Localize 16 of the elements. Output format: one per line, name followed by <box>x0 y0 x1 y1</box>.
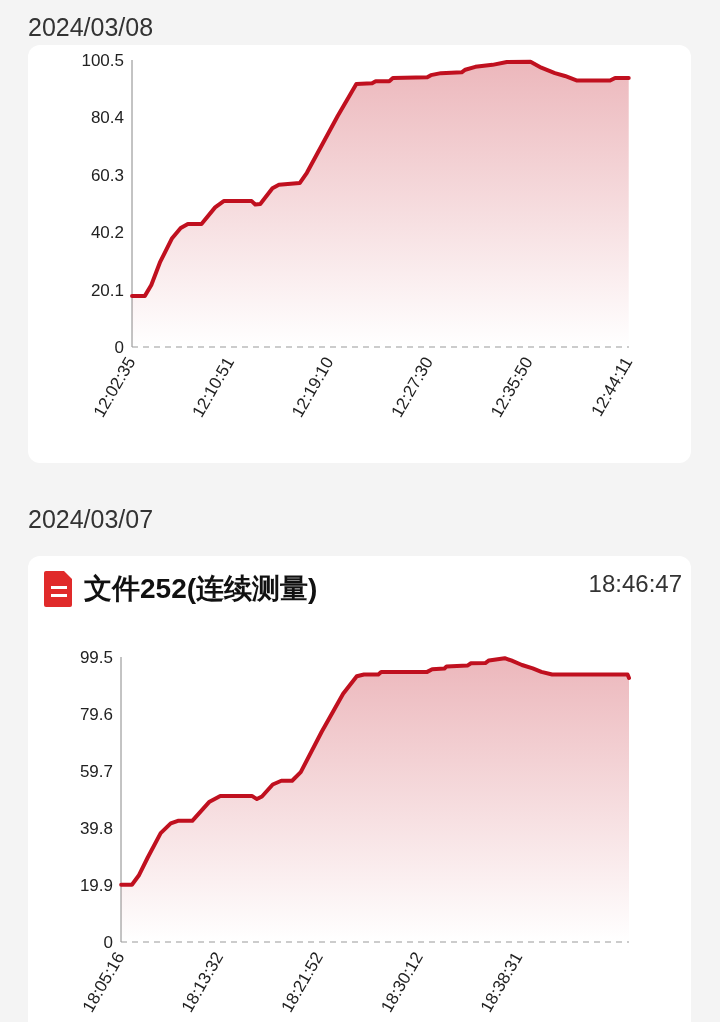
annotation: 18:46:47 <box>588 570 682 597</box>
ytick: 40.2 <box>90 223 124 243</box>
ytick: 19.9 <box>79 876 113 895</box>
ytick: 80.4 <box>90 108 124 128</box>
subtitle: 文件252(连续测量) <box>84 573 318 604</box>
ytick: 59.7 <box>79 762 113 781</box>
ytick: 0 <box>114 338 124 357</box>
title: 2024/03/08 <box>28 13 154 41</box>
ytick: 79.6 <box>79 705 113 724</box>
title: 2024/03/07 <box>28 505 154 533</box>
ytick: 39.8 <box>79 819 113 838</box>
ytick: 99.5 <box>79 648 113 667</box>
ytick: 60.3 <box>90 165 124 185</box>
ytick: 20.1 <box>90 280 124 300</box>
ytick: 100.5 <box>81 51 124 70</box>
ytick: 0 <box>103 933 113 952</box>
